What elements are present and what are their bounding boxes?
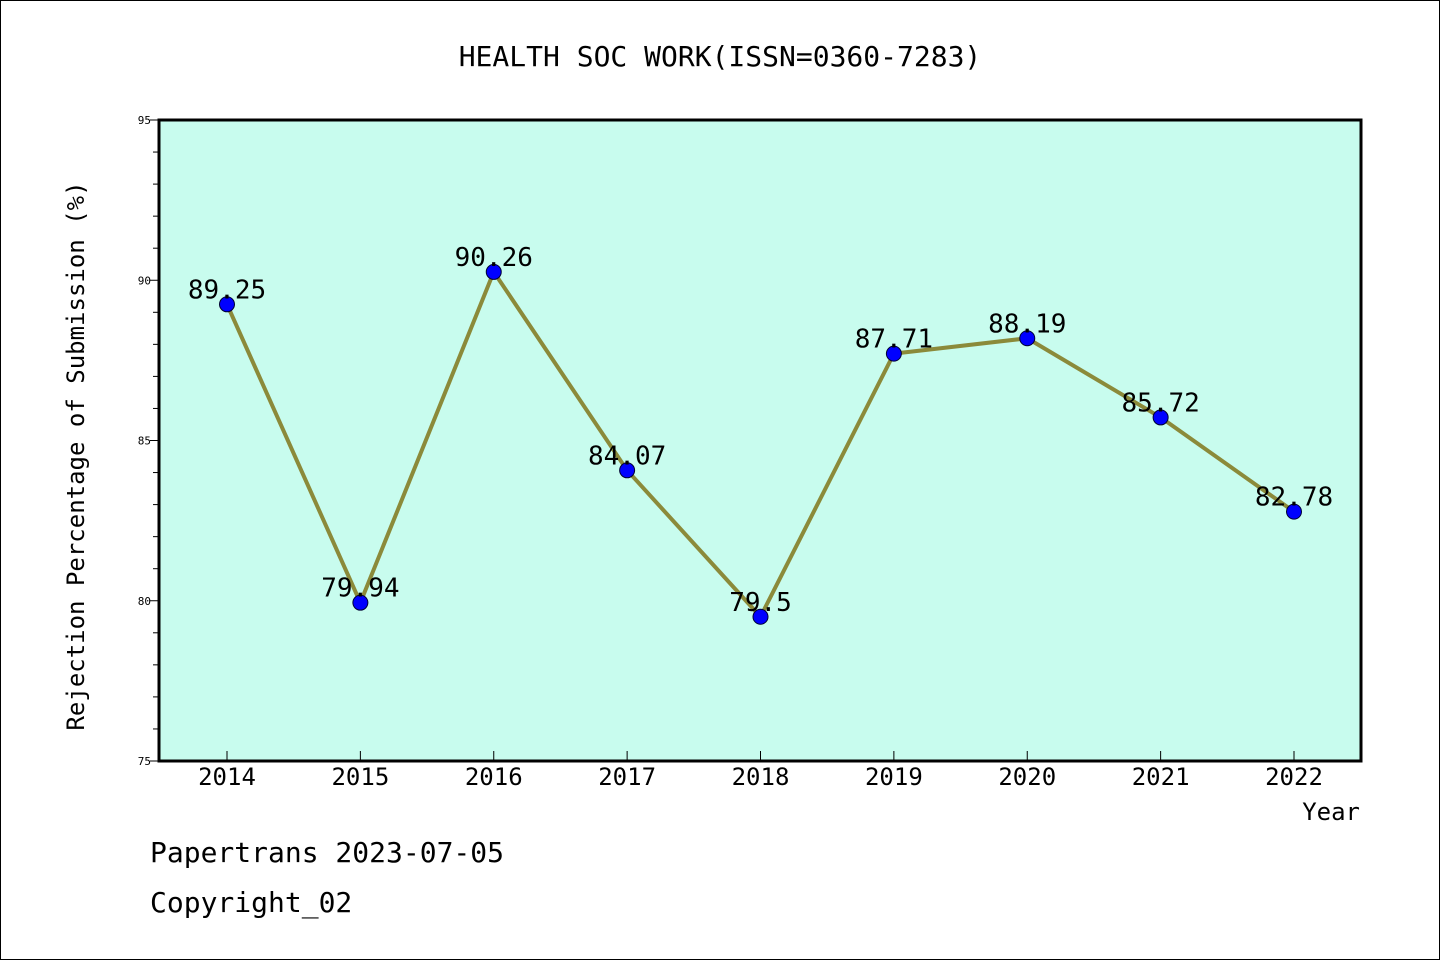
data-label: 79.94 (321, 574, 399, 604)
x-axis: 2014 2015 2016 2017 2018 2019 2020 2021 2022 (198, 751, 1323, 791)
footer-copyright-label: Copyright_02 (150, 886, 353, 919)
data-label: 90.26 (455, 243, 533, 273)
y-tick-label: 90 (138, 274, 151, 287)
data-label: 84.07 (588, 441, 666, 471)
y-axis-title: Rejection Percentage of Submission (%) (62, 181, 90, 730)
y-tick-label: 85 (138, 435, 151, 448)
data-label: 82.78 (1255, 483, 1333, 513)
data-point (619, 462, 636, 479)
x-axis-title: Year (1302, 798, 1360, 826)
x-tick-label: 2021 (1132, 763, 1190, 791)
y-tick-label: 95 (138, 114, 151, 127)
data-point (1152, 409, 1169, 426)
data-point (1019, 330, 1036, 347)
data-label: 88.19 (988, 309, 1066, 339)
footer-date-label: Papertrans 2023-07-05 (150, 836, 505, 869)
series-layer: 89.25 79.94 90.26 84.07 79.5 87.71 88.19 85.72 8… (188, 243, 1333, 625)
x-tick-label: 2018 (732, 763, 790, 791)
x-tick-label: 2017 (598, 763, 656, 791)
x-tick-label: 2019 (865, 763, 923, 791)
data-label: 89.25 (188, 275, 266, 305)
chart-title: HEALTH SOC WORK(ISSN=0360-7283) (459, 40, 982, 73)
y-tick-label: 80 (138, 595, 151, 608)
data-point (485, 263, 502, 280)
y-tick-label: 75 (138, 755, 151, 768)
x-tick-label: 2022 (1265, 763, 1323, 791)
x-tick-label: 2014 (198, 763, 256, 791)
data-point (352, 594, 369, 611)
data-label: 79.5 (729, 588, 792, 618)
data-point (752, 608, 769, 625)
data-label: 87.71 (855, 325, 933, 355)
x-tick-label: 2015 (331, 763, 389, 791)
y-axis: 75 80 85 90 95 (138, 114, 159, 768)
x-tick-label: 2020 (998, 763, 1056, 791)
data-point (1286, 503, 1302, 520)
plot-area (157, 118, 1363, 763)
data-point (219, 296, 235, 313)
data-point (885, 345, 902, 362)
x-tick-label: 2016 (465, 763, 523, 791)
data-label: 85.72 (1121, 388, 1199, 418)
